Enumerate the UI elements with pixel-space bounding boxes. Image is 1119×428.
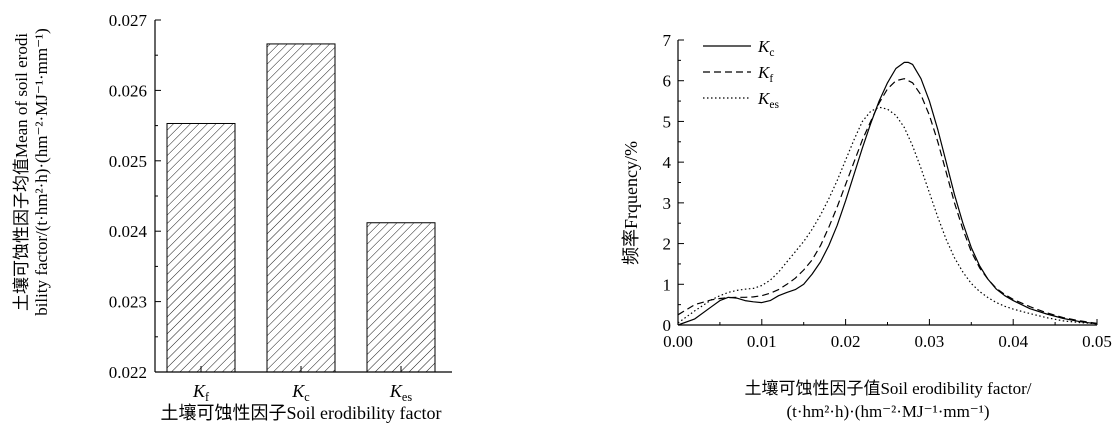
line-y-tick-label: 5 bbox=[663, 112, 672, 131]
line-x-tick-label: 0.03 bbox=[915, 332, 945, 351]
bar-x-tick-labels: Kf Kc Kes bbox=[192, 366, 412, 404]
line-y-tick-label: 4 bbox=[663, 153, 672, 172]
line-x-tick-label: 0.05 bbox=[1082, 332, 1112, 351]
legend-label: Kf bbox=[757, 63, 773, 85]
bar-y-tick-label: 0.023 bbox=[109, 293, 147, 312]
bar-y-axis-label: 土壤可蚀性因子均值Mean of soil erodi bility facto… bbox=[11, 28, 51, 316]
line-y-tick-label: 6 bbox=[663, 72, 672, 91]
line-x-tick-label: 0.00 bbox=[663, 332, 693, 351]
bar-axes bbox=[154, 20, 452, 373]
bar-x-tick-label: Kf bbox=[192, 381, 210, 404]
line-y-tick-label: 0 bbox=[663, 316, 672, 335]
bar-y-tick-label: 0.022 bbox=[109, 363, 147, 382]
line-x-ticks: 0.00 0.01 0.02 0.03 0.04 0.05 bbox=[663, 319, 1112, 351]
bar-x-axis-label: 土壤可蚀性因子Soil erodibility factor bbox=[161, 403, 442, 423]
line-series-solid bbox=[677, 61, 1098, 326]
bar-y-axis-label-line1: 土壤可蚀性因子均值Mean of soil erodi bbox=[11, 33, 31, 311]
line-x-tick-label: 0.01 bbox=[747, 332, 777, 351]
line-y-tick-label: 2 bbox=[663, 235, 672, 254]
bar-chart: 土壤可蚀性因子均值Mean of soil erodi bility facto… bbox=[11, 11, 452, 423]
bar bbox=[366, 222, 436, 373]
legend-label: Kc bbox=[757, 37, 774, 59]
bar bbox=[266, 43, 336, 373]
legend-label: Kes bbox=[757, 89, 779, 111]
line-series-group bbox=[677, 61, 1098, 326]
bar-y-tick-label: 0.027 bbox=[109, 11, 148, 30]
line-series-dotted bbox=[677, 106, 1098, 325]
bar-y-tick-label: 0.024 bbox=[109, 222, 148, 241]
line-y-axis-label: 频率Frquency/% bbox=[621, 141, 641, 265]
line-x-tick-label: 0.04 bbox=[998, 332, 1028, 351]
line-x-tick-label: 0.02 bbox=[831, 332, 861, 351]
line-y-tick-label: 3 bbox=[663, 194, 672, 213]
bar-x-tick-label: Kes bbox=[389, 381, 412, 404]
bar-bars bbox=[166, 43, 436, 373]
bar-x-tick-label: Kc bbox=[291, 381, 310, 404]
bar-y-tick-label: 0.026 bbox=[109, 81, 147, 100]
line-y-ticks: 0 1 2 3 4 5 6 7 bbox=[663, 31, 684, 335]
bar bbox=[166, 122, 236, 373]
line-x-axis-label-line2: (t·hm²·h)·(hm⁻²·MJ⁻¹·mm⁻¹) bbox=[786, 402, 989, 421]
line-x-axis-label-line1: 土壤可蚀性因子值Soil erodibility factor/ bbox=[744, 378, 1031, 398]
bar-y-ticks: 0.022 0.023 0.024 0.025 0.026 0.027 bbox=[109, 11, 161, 382]
line-y-tick-label: 7 bbox=[663, 31, 672, 50]
bar-y-tick-label: 0.025 bbox=[109, 152, 147, 171]
line-y-tick-label: 1 bbox=[663, 275, 672, 294]
line-series-dashed bbox=[677, 78, 1098, 324]
line-legend: Kc Kf Kes bbox=[703, 37, 779, 111]
bar-y-axis-label-line2: bility factor/(t·hm²·h)·(hm⁻²·MJ⁻¹·mm⁻¹) bbox=[32, 28, 51, 316]
line-axes bbox=[677, 40, 1097, 326]
